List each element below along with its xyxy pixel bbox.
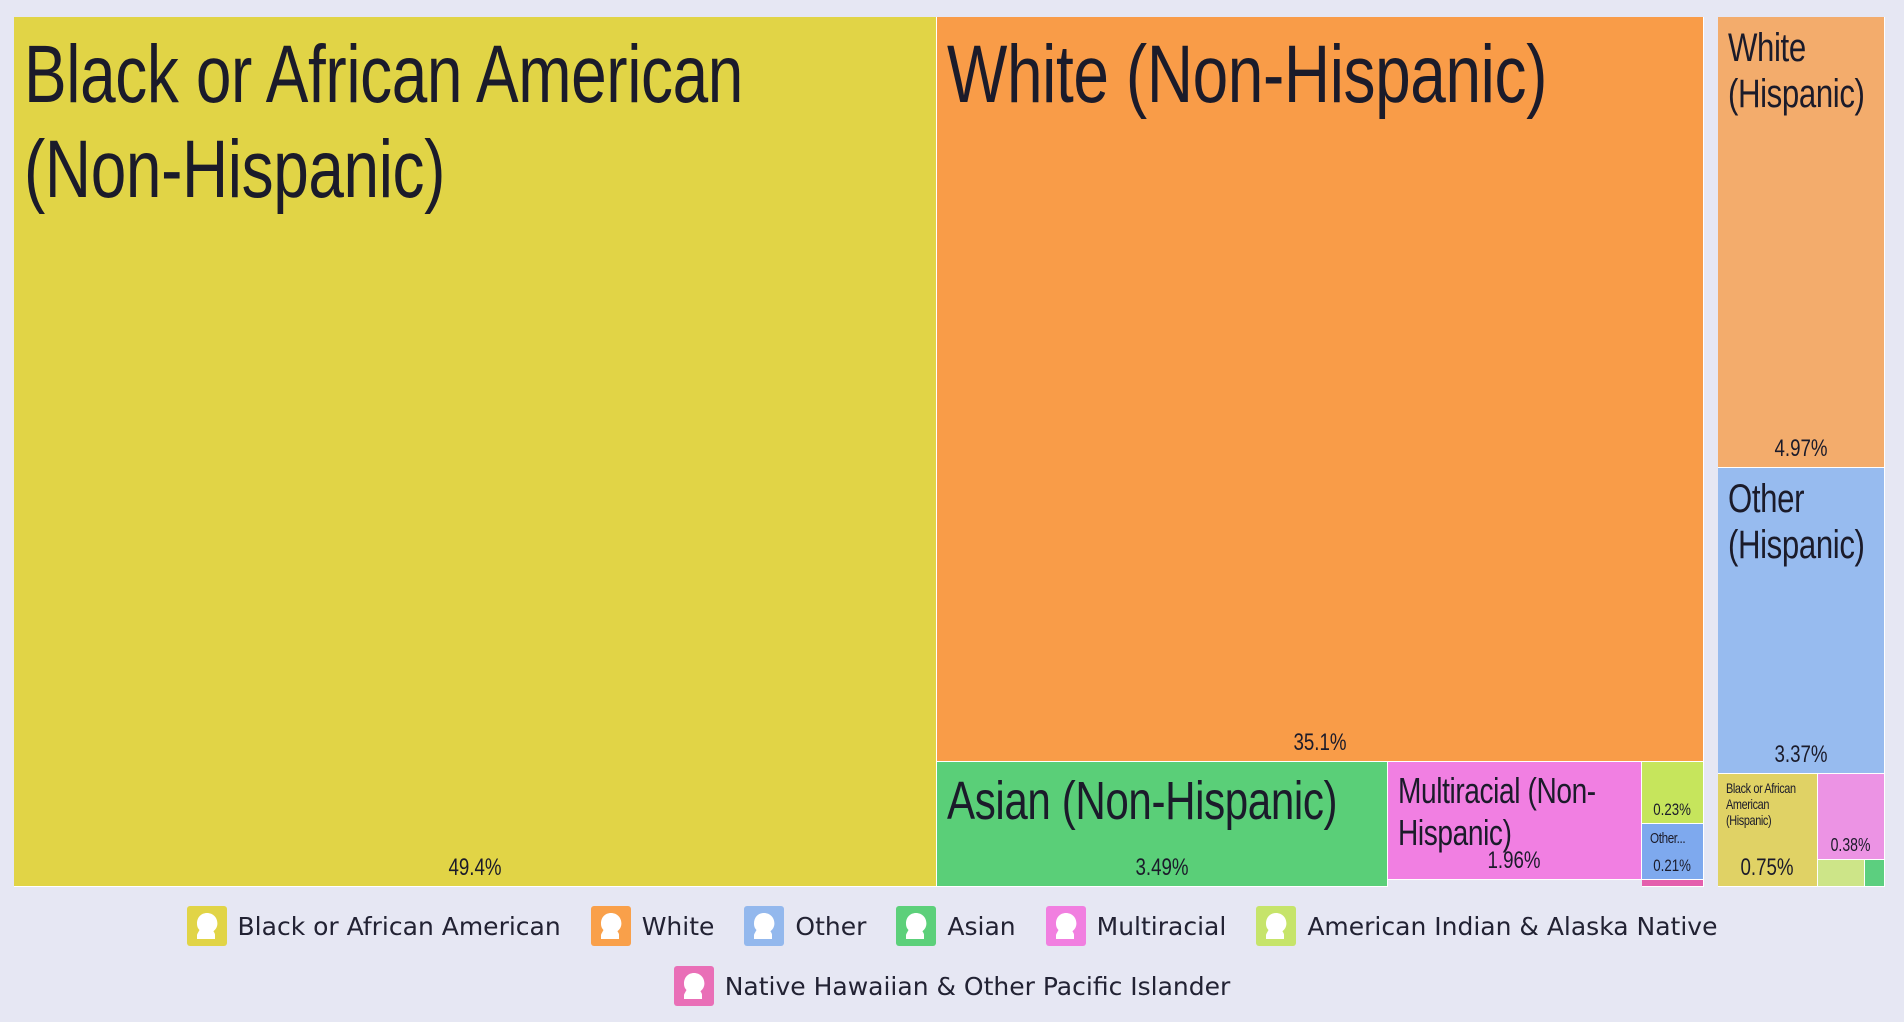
treemap-tile[interactable]: 0.38% xyxy=(1818,774,1885,860)
legend-item[interactable]: Other xyxy=(744,906,866,946)
legend-label: White xyxy=(641,911,715,941)
tile-label: White (Non-Hispanic) xyxy=(947,29,1547,120)
tile-label: Black or African American (Non-Hispanic) xyxy=(24,29,743,216)
tile-label: Other... xyxy=(1650,830,1686,847)
person-icon xyxy=(1045,906,1086,946)
treemap-tile[interactable] xyxy=(1818,860,1865,887)
legend-label: Multiracial xyxy=(1096,911,1227,941)
treemap-tile[interactable]: Multiracial (Non-Hispanic) 1.96% xyxy=(1388,762,1642,880)
legend: Black or African American White Other Asian… xyxy=(0,906,1904,1006)
treemap-tile[interactable]: Black or African American (Hispanic) 0.75… xyxy=(1718,774,1818,887)
tile-label: White (Hispanic) xyxy=(1728,26,1865,117)
legend-item[interactable]: Multiracial xyxy=(1045,906,1227,946)
legend-label: Native Hawaiian & Other Pacific Islander xyxy=(724,971,1231,1001)
legend-label: Black or African American xyxy=(237,911,561,941)
tile-value-label: 0.23% xyxy=(1653,800,1692,819)
tile-value-label: 0.21% xyxy=(1653,856,1692,875)
tile-value-label: 3.37% xyxy=(1774,741,1828,768)
tile-value-label: 1.96% xyxy=(1487,847,1542,874)
legend-label: Other xyxy=(795,911,867,941)
tile-value-label: 49.4% xyxy=(448,854,502,881)
person-icon xyxy=(673,966,714,1006)
person-icon xyxy=(1256,906,1297,946)
treemap-tile[interactable] xyxy=(1642,880,1704,887)
legend-item[interactable]: Native Hawaiian & Other Pacific Islander xyxy=(673,966,1231,1006)
person-icon xyxy=(896,906,937,946)
tile-label: Multiracial (Non-Hispanic) xyxy=(1398,770,1596,853)
person-icon xyxy=(186,906,227,946)
legend-label: Asian xyxy=(947,911,1016,941)
legend-item[interactable]: White xyxy=(590,906,715,946)
tile-value-label: 3.49% xyxy=(1135,854,1189,881)
treemap-tile[interactable]: Asian (Non-Hispanic) 3.49% xyxy=(937,762,1388,887)
legend-item[interactable]: American Indian & Alaska Native xyxy=(1256,906,1717,946)
treemap-tile[interactable]: 0.23% xyxy=(1642,762,1704,824)
tile-value-label: 0.75% xyxy=(1740,854,1795,881)
tile-label: Asian (Non-Hispanic) xyxy=(947,771,1338,831)
person-icon xyxy=(590,906,631,946)
treemap-tile[interactable]: White (Hispanic) 4.97% xyxy=(1718,17,1885,468)
treemap-tile[interactable]: Black or African American (Non-Hispanic)… xyxy=(14,17,937,887)
tile-value-label: 4.97% xyxy=(1774,435,1828,462)
legend-item[interactable]: Black or African American xyxy=(186,906,561,946)
treemap-tile[interactable]: Other (Hispanic) 3.37% xyxy=(1718,468,1885,774)
person-icon xyxy=(744,906,785,946)
tile-label: Black or African American (Hispanic) xyxy=(1726,780,1796,829)
tile-label: Other (Hispanic) xyxy=(1728,477,1865,568)
treemap-tile[interactable]: White (Non-Hispanic) 35.1% xyxy=(937,17,1704,762)
legend-item[interactable]: Asian xyxy=(896,906,1016,946)
treemap-tile[interactable] xyxy=(1865,860,1885,887)
treemap-tile[interactable]: Other... 0.21% xyxy=(1642,824,1704,880)
tile-value-label: 0.38% xyxy=(1831,835,1871,855)
legend-label: American Indian & Alaska Native xyxy=(1307,911,1718,941)
tile-value-label: 35.1% xyxy=(1293,729,1347,756)
